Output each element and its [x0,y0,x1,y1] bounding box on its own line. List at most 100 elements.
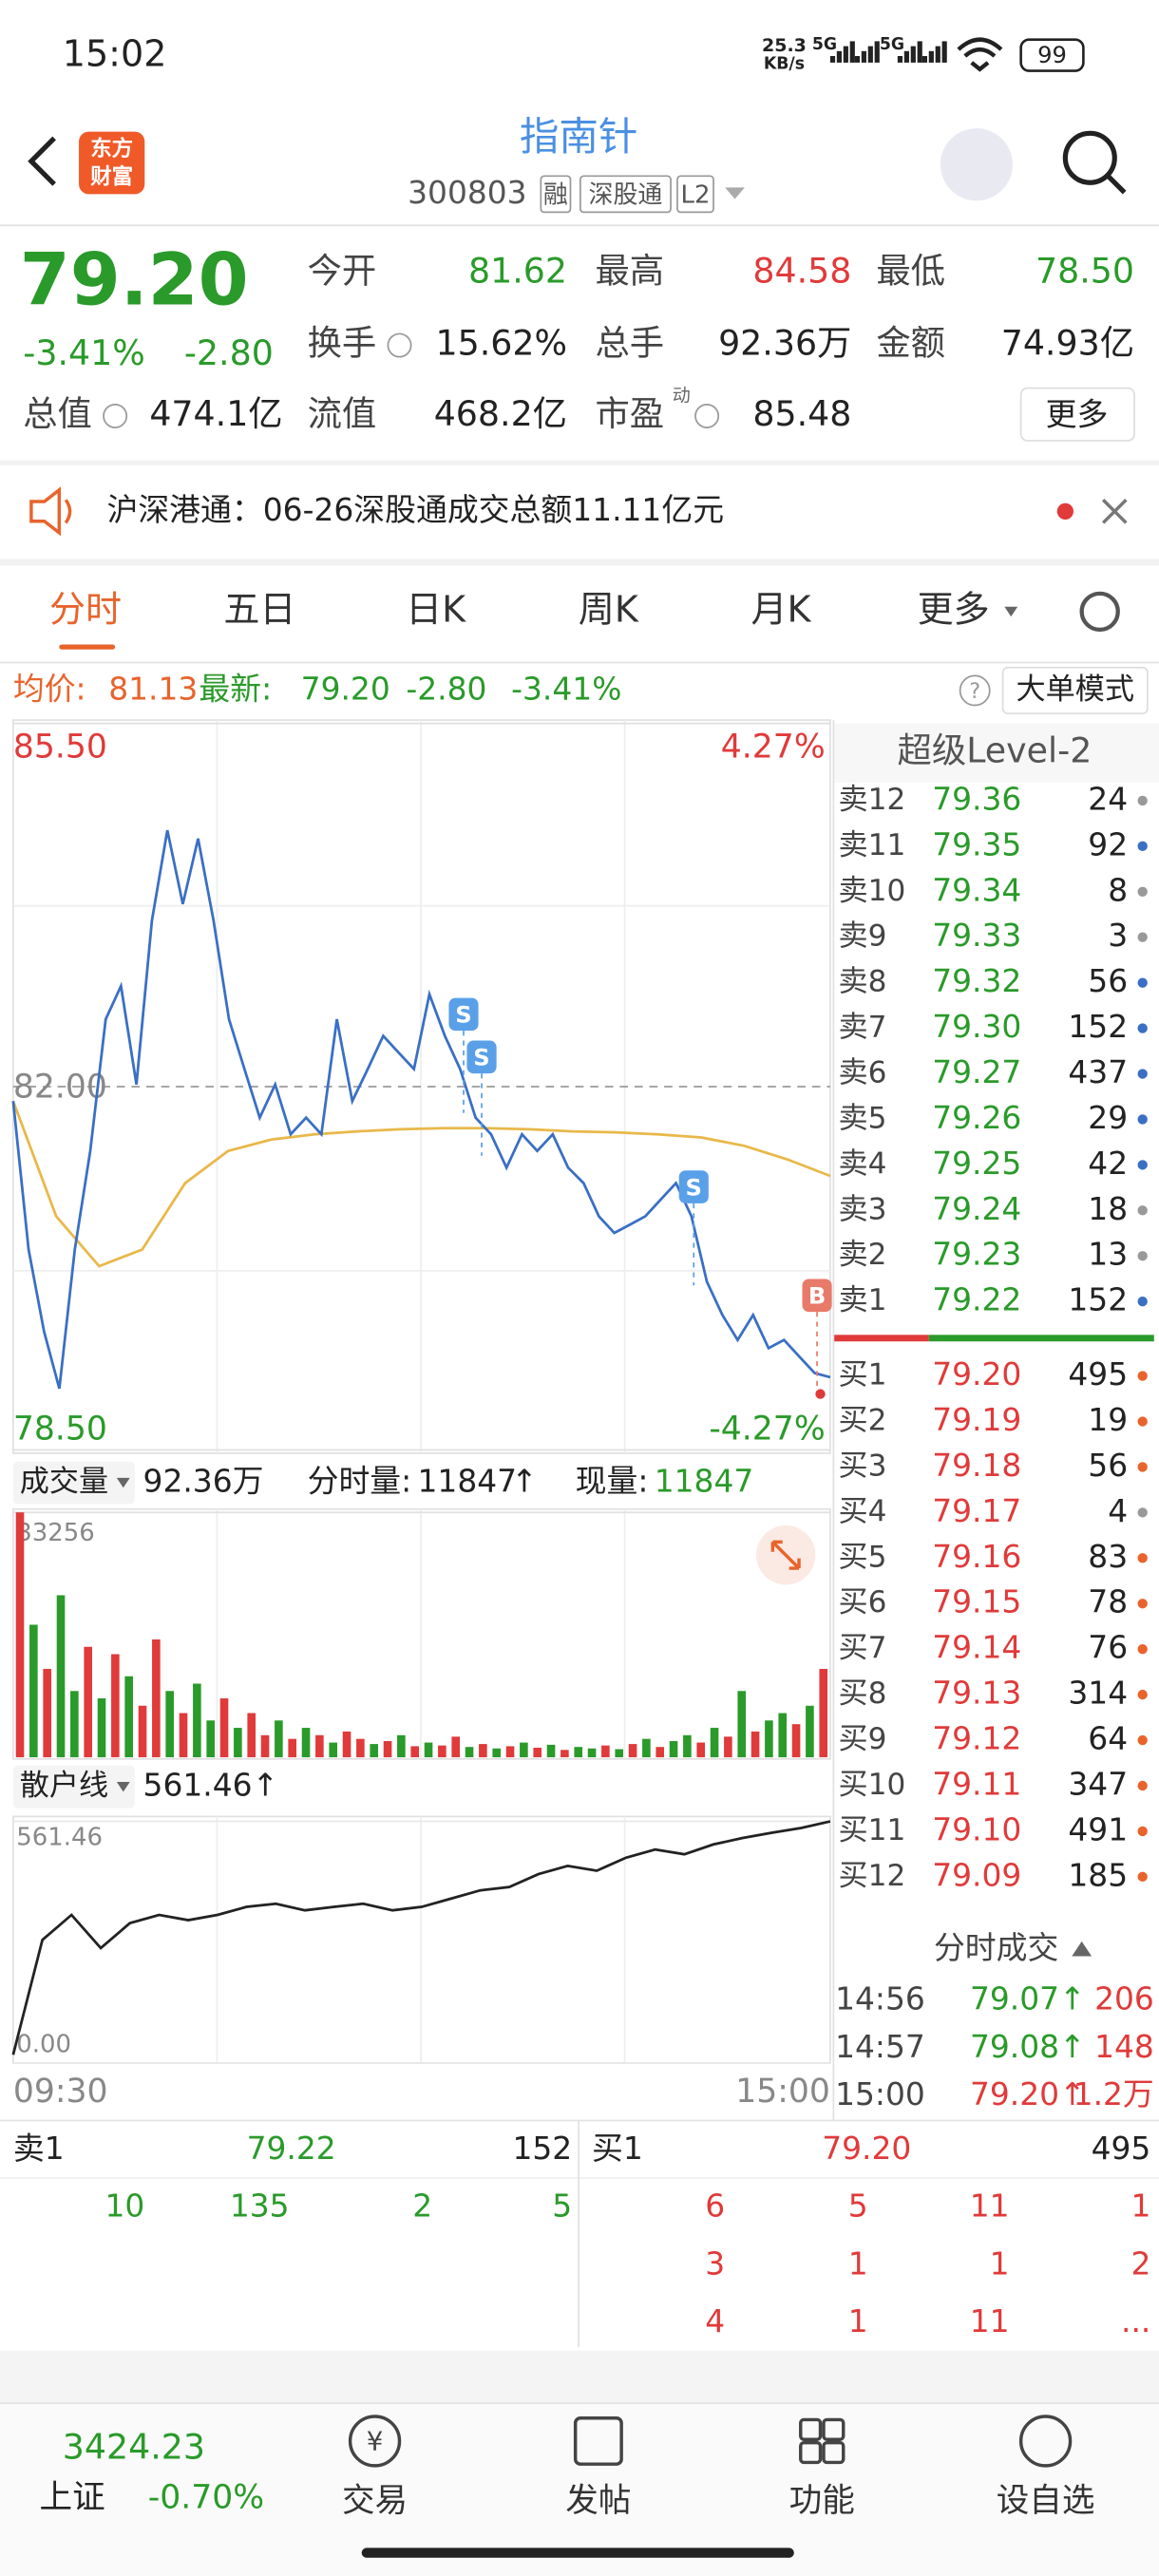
book-price: 79.13 [932,1675,1021,1712]
book-dot [1137,841,1148,852]
tab[interactable]: 分时 [49,588,122,630]
volume-bar [683,1734,692,1758]
book-level: 买9 [839,1722,887,1756]
more-button-text[interactable]: 更多 [1046,395,1109,432]
queue-price: 79.20 [822,2130,911,2167]
speaker-icon [29,486,72,537]
signal-bar [928,50,934,63]
nav-icon [822,2417,846,2441]
field-value: 468.2亿 [434,393,567,434]
queue-order: 2 [1130,2245,1150,2282]
book-volume: 76 [1088,1629,1128,1666]
last-point [815,1389,826,1399]
retail-selector[interactable]: 散户线 [20,1769,108,1803]
book-dot [1137,1462,1148,1472]
tab[interactable]: 日K [406,588,466,630]
trade-marker-text: S [686,1174,702,1201]
trade-marker-text: S [455,1002,471,1029]
queue-order: 3 [705,2245,725,2282]
home-indicator [361,2548,794,2558]
y-tick-label: 82.00 [13,1069,107,1107]
volume-bar [84,1646,92,1758]
stock-name: 指南针 [520,113,638,160]
trades-title[interactable]: 分时成交 [934,1929,1058,1966]
book-level: 卖2 [839,1238,887,1272]
field-value: 74.93亿 [1001,323,1134,364]
queue-order: 11 [970,2188,1010,2225]
volume-bar [15,1512,25,1758]
book-dot [1137,1734,1148,1746]
book-level: 卖7 [839,1011,887,1045]
volume-bar [546,1744,556,1758]
tab[interactable]: 更多 [918,588,990,630]
collapse-arrow [1072,1941,1092,1957]
queue-price: 79.22 [247,2130,336,2167]
nav-label[interactable]: 发帖 [565,2482,631,2520]
book-dot [1137,932,1148,942]
help-text: ? [969,679,980,704]
book-volume: 29 [1088,1099,1128,1136]
nav-label[interactable]: 设自选 [997,2482,1095,2520]
book-volume: 495 [1068,1355,1128,1392]
trade-price: 79.08↑ [970,2028,1086,2065]
mode-button-text[interactable]: 大单模式 [1016,672,1134,707]
y-tick-label: 85.50 [13,729,107,767]
field-value: 15.62% [435,323,567,364]
tab[interactable]: 五日 [223,588,295,630]
trade-time: 15:00 [835,2075,925,2112]
tag [580,175,672,214]
tab[interactable]: 周K [579,588,639,630]
book-volume: 185 [1068,1856,1128,1893]
book-price: 79.27 [932,1053,1021,1090]
book-dot [1137,1296,1148,1307]
expand-icon [770,1540,801,1570]
volume-bar [574,1747,583,1758]
nav-label[interactable]: 功能 [789,2482,855,2520]
volume-bar [451,1736,461,1758]
book-price: 79.36 [932,780,1021,817]
nav-label[interactable]: 交易 [342,2482,408,2520]
field-value: 474.1亿 [149,393,282,434]
book-volume: 19 [1088,1401,1128,1438]
index-name: 上证 [40,2479,105,2517]
volume-bar [275,1720,283,1758]
queue-order: 6 [705,2188,725,2225]
retail-value: 561.46↑ [143,1767,279,1804]
book-dot [1137,1826,1148,1837]
queue-order: 11 [970,2302,1010,2339]
trade-volume: 148 [1094,2028,1154,2065]
book-volume: 18 [1088,1190,1128,1227]
book-volume: 437 [1068,1053,1128,1090]
book-fade [833,1906,1159,1923]
trade-marker [802,1279,832,1313]
volume-bar [247,1713,256,1758]
trade-price: 79.07↑ [970,1980,1086,2017]
tab[interactable]: 月K [750,588,811,630]
trade-marker-text: S [473,1045,489,1071]
index-value[interactable]: 3424.23 [63,2427,205,2468]
back-button[interactable] [28,136,56,186]
nav-icon-text: ¥ [367,2426,384,2457]
close-icon[interactable] [1101,499,1128,524]
book-level: 买5 [839,1540,887,1574]
book-price: 79.10 [932,1810,1021,1847]
more-button [1019,387,1135,442]
info-icon [103,403,128,428]
settings-icon[interactable] [1079,591,1120,633]
volume-bar [111,1654,120,1758]
search-icon[interactable] [1062,130,1117,185]
book-dot [1137,1160,1148,1170]
queue-order: 5 [848,2188,868,2225]
nav-icon [573,2415,623,2466]
queue-volume: 495 [1092,2130,1151,2167]
volume-selector[interactable]: 成交量 [20,1465,108,1499]
book-volume: 56 [1088,1447,1128,1484]
book-level: 卖1 [839,1283,887,1317]
signal-bar [897,55,903,63]
book-level: 卖12 [839,783,906,817]
tag-text: 深股通 [589,181,663,210]
book-price: 79.16 [932,1538,1021,1575]
avatar[interactable] [940,128,1013,201]
book-volume: 152 [1068,1281,1128,1318]
tag [676,175,714,214]
